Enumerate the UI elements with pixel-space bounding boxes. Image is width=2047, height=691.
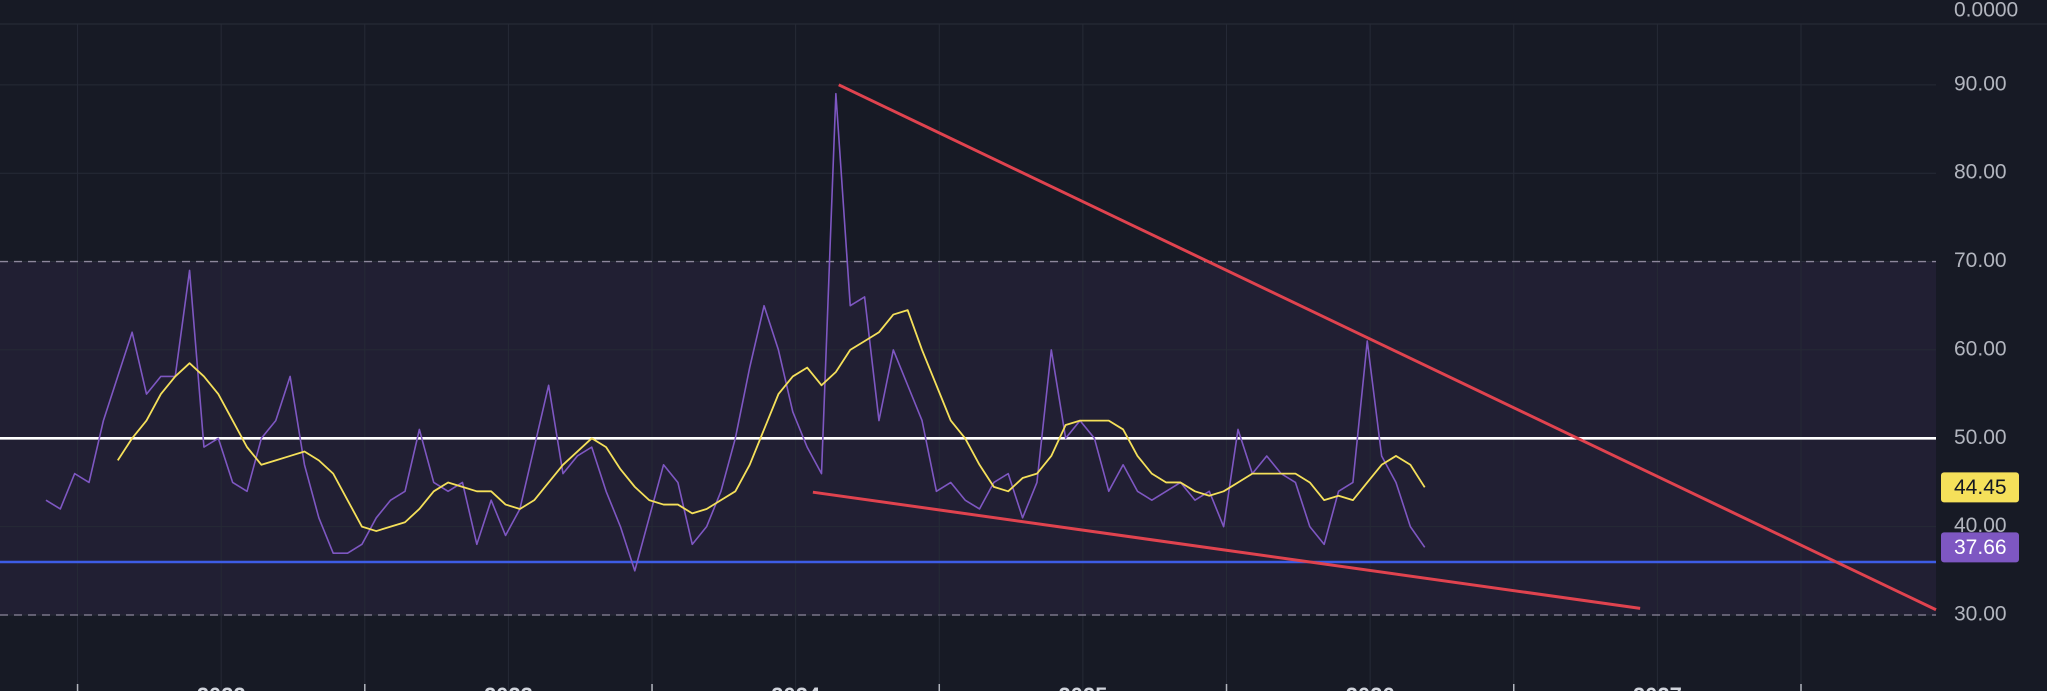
y-tick-label: 60.00 bbox=[1954, 337, 2007, 360]
x-tick-label: 2025 bbox=[1058, 683, 1107, 691]
x-tick-label: 2023 bbox=[484, 683, 533, 691]
y-tick-label: 90.00 bbox=[1954, 72, 2007, 95]
x-tick-label: 2024 bbox=[771, 683, 821, 691]
last-value-badge bbox=[1941, 532, 2019, 563]
series-line bbox=[45, 92, 1426, 572]
trendline bbox=[812, 490, 1641, 610]
y-tick-label: 80.00 bbox=[1954, 161, 2007, 184]
last-value-label: 37.66 bbox=[1954, 536, 2007, 559]
y-tick-label: 70.00 bbox=[1954, 249, 2007, 272]
x-tick-label: 2027 bbox=[1633, 683, 1682, 691]
series-line bbox=[117, 309, 1426, 532]
y-tick-label: 30.00 bbox=[1954, 603, 2007, 626]
trendline bbox=[838, 83, 1937, 612]
top-pane-tick-label: 0.0000 bbox=[1954, 0, 2018, 22]
y-tick-label: 40.00 bbox=[1954, 514, 2007, 537]
last-value-label: 44.45 bbox=[1954, 476, 2007, 499]
y-tick-label: 50.00 bbox=[1954, 426, 2007, 449]
last-value-badge bbox=[1941, 472, 2019, 503]
x-tick-label: 2026 bbox=[1346, 683, 1395, 691]
x-tick-label: 2022 bbox=[197, 683, 246, 691]
